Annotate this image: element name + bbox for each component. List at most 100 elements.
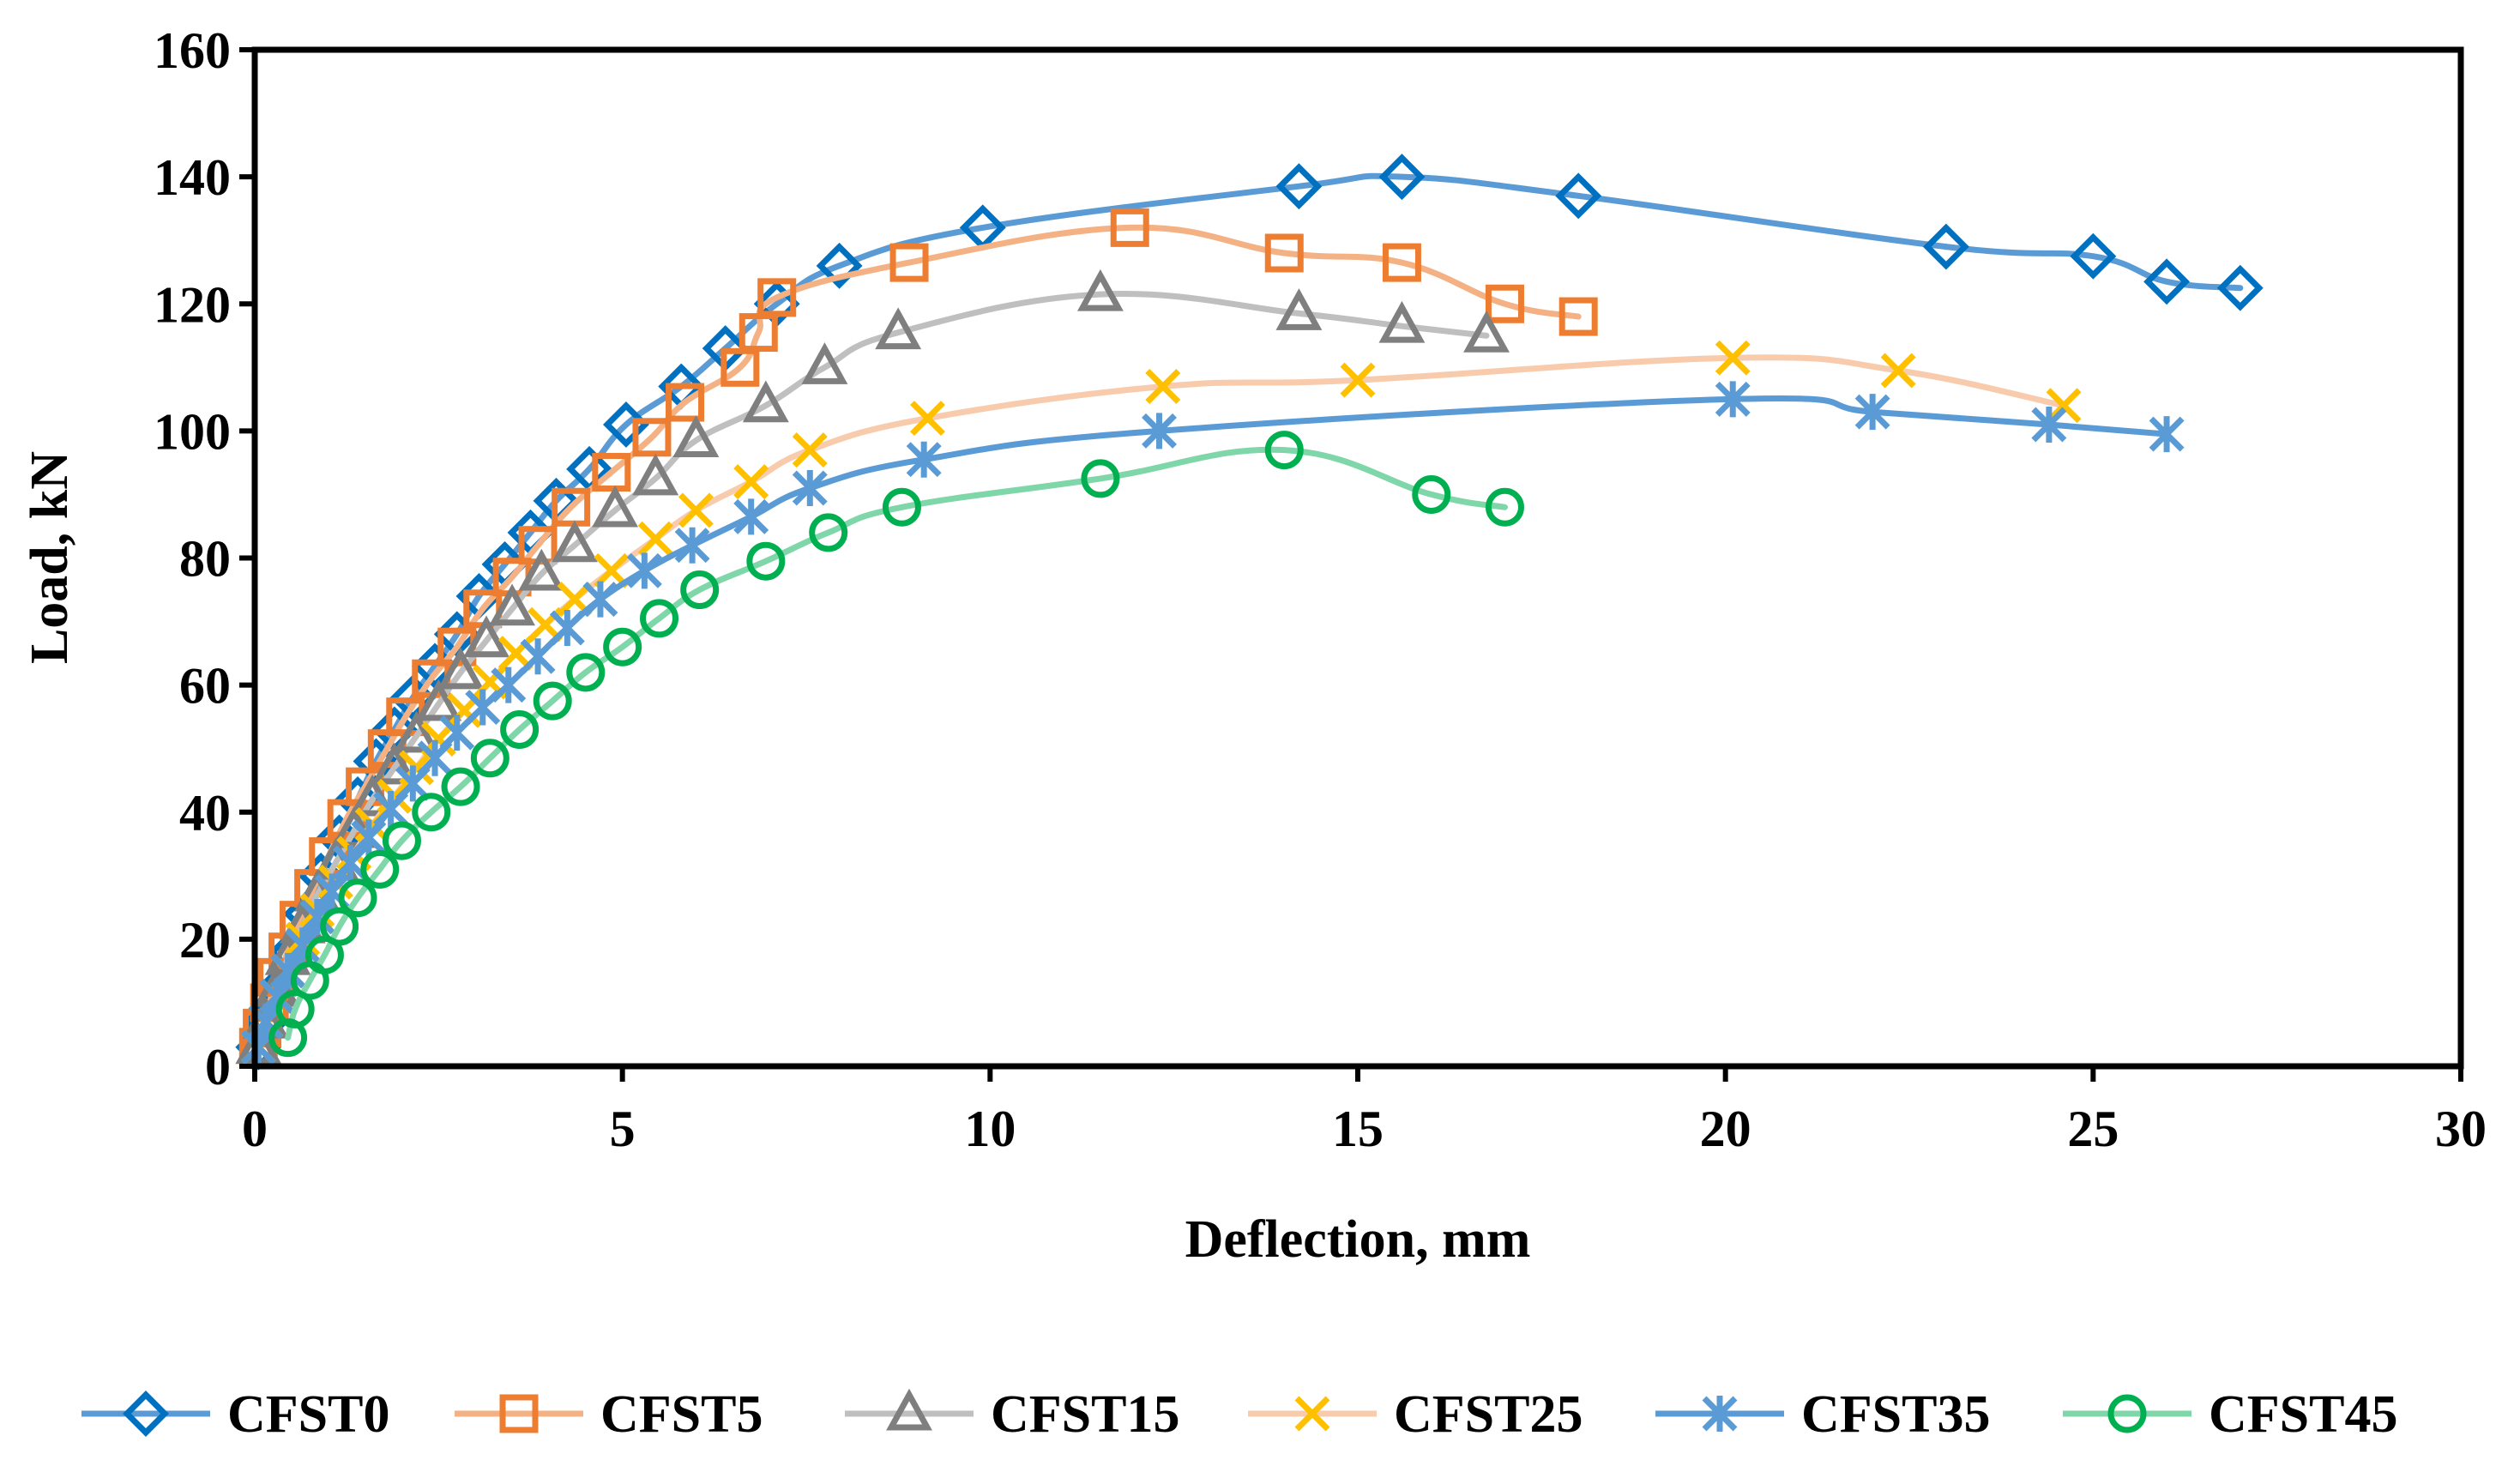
data-point-cfst25	[2046, 388, 2082, 424]
data-point-cfst5	[1485, 284, 1524, 323]
axis-ticks: 0 20 40 60 80 100 120 140 160 0 5 10 15 20 25 30	[154, 22, 2487, 1157]
data-point-cfst35	[2031, 406, 2067, 443]
y-axis-title: Load, kN	[21, 451, 79, 664]
data-point-cfst0	[1922, 223, 1969, 270]
data-point-cfst0	[1378, 154, 1426, 201]
legend-entry-cfst35: CFST35	[1655, 1385, 1990, 1444]
legend-entry-cfst45: CFST45	[2063, 1385, 2397, 1444]
data-point-cfst5	[1558, 297, 1598, 336]
data-point-cfst5	[1110, 208, 1149, 247]
data-point-cfst25	[909, 401, 945, 437]
data-point-cfst15	[1275, 288, 1323, 330]
y-tick-label: 0	[205, 1039, 231, 1095]
data-point-cfst5	[592, 453, 631, 492]
data-point-cfst5	[552, 487, 591, 527]
legend-label-cfst35: CFST35	[1801, 1385, 1990, 1444]
data-point-cfst15	[1463, 311, 1510, 353]
data-point-cfst5	[632, 418, 672, 457]
data-point-cfst45	[441, 767, 480, 806]
legend-marker-cfst45	[2107, 1394, 2147, 1433]
data-point-cfst25	[733, 464, 769, 500]
data-point-cfst35	[285, 927, 321, 964]
data-point-cfst15	[672, 415, 720, 457]
y-tick-label: 100	[154, 403, 231, 460]
y-tick-label: 160	[154, 22, 231, 79]
series-cfst45	[268, 431, 1524, 1058]
data-point-cfst35	[1715, 381, 1751, 418]
data-point-cfst35	[1142, 413, 1177, 449]
data-point-cfst45	[470, 739, 509, 778]
data-point-cfst15	[1378, 300, 1426, 343]
data-point-cfst25	[637, 521, 673, 557]
legend-marker-cfst35	[1702, 1396, 1738, 1432]
data-point-cfst45	[882, 487, 921, 527]
legend-marker-cfst25	[1294, 1396, 1330, 1432]
data-point-cfst15	[489, 583, 535, 626]
data-point-cfst35	[351, 819, 387, 856]
data-point-cfst15	[393, 710, 440, 753]
data-point-cfst15	[415, 679, 462, 721]
data-point-cfst35	[491, 667, 527, 703]
data-point-cfst0	[816, 242, 863, 289]
legend-marker-cfst15	[886, 1388, 932, 1431]
data-point-cfst0	[2070, 232, 2117, 280]
data-point-cfst25	[1340, 362, 1376, 398]
data-point-cfst45	[680, 570, 720, 610]
x-tick-label: 0	[242, 1101, 268, 1157]
data-point-cfst45	[360, 849, 400, 889]
x-tick-label: 25	[2067, 1101, 2119, 1157]
legend-label-cfst45: CFST45	[2209, 1385, 2397, 1444]
data-point-cfst35	[332, 845, 368, 881]
data-point-cfst15	[592, 485, 639, 528]
data-point-cfst25	[1715, 340, 1751, 376]
x-axis-title: Deflection, mm	[1185, 1210, 1531, 1269]
data-point-cfst45	[1081, 459, 1120, 498]
data-point-cfst45	[500, 709, 540, 749]
data-point-cfst35	[1854, 394, 1890, 431]
data-point-cfst35	[674, 527, 710, 564]
data-point-cfst15	[552, 520, 598, 563]
y-tick-label: 120	[154, 276, 231, 333]
series-line-cfst15	[255, 290, 1490, 1051]
x-tick-label: 20	[1700, 1101, 1751, 1157]
data-point-cfst45	[1485, 487, 1524, 527]
legend-label-cfst0: CFST0	[227, 1385, 389, 1444]
data-point-cfst35	[906, 441, 942, 478]
data-point-cfst5	[889, 243, 929, 282]
data-point-cfst45	[533, 681, 572, 721]
data-point-cfst35	[792, 470, 828, 507]
data-point-cfst45	[566, 653, 606, 692]
series-cfst35	[240, 381, 2185, 1065]
legend-entry-cfst5: CFST5	[455, 1385, 763, 1444]
legend-entry-cfst0: CFST0	[81, 1385, 389, 1444]
data-point-cfst0	[1555, 172, 1602, 220]
y-tick-label: 60	[179, 658, 231, 715]
data-point-cfst45	[382, 821, 421, 860]
data-point-cfst0	[2216, 264, 2264, 311]
legend-marker-cfst5	[499, 1394, 539, 1433]
data-point-cfst15	[632, 453, 679, 496]
data-point-cfst45	[412, 793, 451, 832]
series-line-cfst45	[285, 446, 1508, 1041]
data-point-cfst0	[1275, 163, 1323, 210]
legend-label-cfst15: CFST15	[991, 1385, 1179, 1444]
data-point-cfst15	[875, 307, 922, 350]
data-point-cfst15	[801, 342, 848, 384]
legend-marker-cfst0	[123, 1391, 169, 1437]
data-point-cfst45	[1264, 431, 1304, 470]
legend-entry-cfst15: CFST15	[845, 1385, 1179, 1444]
data-point-cfst25	[1145, 369, 1181, 405]
x-tick-label: 10	[964, 1101, 1016, 1157]
data-point-cfst5	[1264, 233, 1304, 273]
data-point-cfst5	[757, 278, 797, 317]
data-point-cfst0	[2143, 258, 2191, 305]
data-point-cfst25	[792, 432, 828, 468]
legend-label-cfst25: CFST25	[1394, 1385, 1583, 1444]
legend-entry-cfst25: CFST25	[1248, 1385, 1583, 1444]
data-point-cfst45	[603, 627, 642, 667]
x-tick-label: 15	[1332, 1101, 1384, 1157]
data-point-cfst5	[666, 383, 705, 422]
y-tick-label: 140	[154, 149, 231, 206]
y-tick-label: 40	[179, 785, 231, 842]
